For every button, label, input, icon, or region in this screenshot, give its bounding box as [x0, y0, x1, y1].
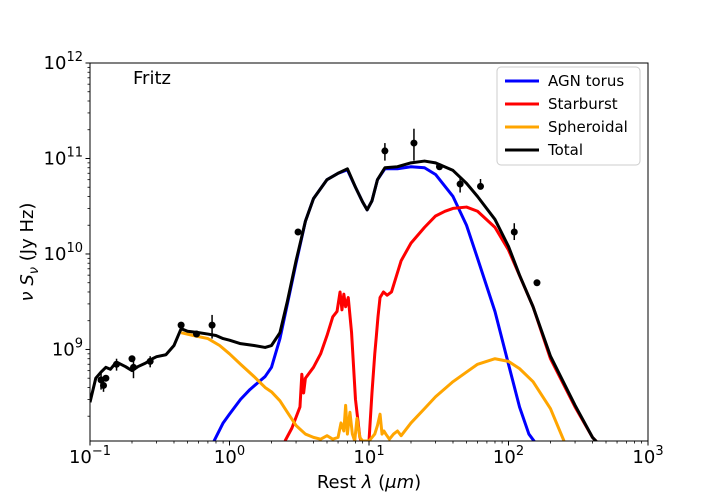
- observed-point: [100, 381, 108, 389]
- model-annotation: Fritz: [133, 68, 171, 89]
- legend-label-spheroidal: Spheroidal: [548, 118, 628, 136]
- y-tick-label: 1010: [44, 241, 83, 265]
- series-line-spheroidal: [180, 331, 566, 441]
- observed-point: [410, 139, 418, 147]
- observed-point: [533, 279, 541, 287]
- y-tick-label: 1012: [44, 50, 83, 74]
- observed-point: [456, 180, 464, 188]
- observed-point: [113, 360, 121, 368]
- x-axis-label: Rest λ (μm): [317, 472, 421, 493]
- series-line-starburst: [283, 205, 598, 441]
- legend-label-total: Total: [547, 141, 583, 159]
- observed-point: [128, 355, 136, 363]
- x-tick-label: 10−1: [69, 444, 111, 468]
- series-lines: [90, 159, 598, 441]
- observed-point: [102, 374, 110, 382]
- observed-point: [208, 321, 216, 329]
- observed-point: [129, 363, 137, 371]
- x-tick-label: 100: [214, 444, 245, 468]
- observed-point: [477, 182, 485, 190]
- x-tick-label: 101: [353, 444, 384, 468]
- y-tick-label: 1011: [44, 145, 83, 169]
- legend-box: [496, 66, 641, 166]
- observed-point: [146, 357, 154, 365]
- observed-point: [294, 228, 302, 236]
- x-tick-label: 102: [493, 444, 524, 468]
- observed-point: [192, 330, 200, 338]
- legend-label-starburst: Starburst: [548, 95, 618, 113]
- x-tick-label: 103: [632, 444, 663, 468]
- series-line-total: [90, 159, 598, 441]
- observed-point: [381, 147, 389, 155]
- observed-point: [435, 163, 443, 171]
- y-tick-label: 109: [52, 336, 83, 360]
- legend: AGN torus Starburst Spheroidal Total: [496, 66, 641, 166]
- observed-point: [177, 321, 185, 329]
- observed-points: [97, 128, 541, 392]
- y-axis-label: ν Sν (Jy Hz): [17, 203, 42, 302]
- legend-label-agn-torus: AGN torus: [548, 72, 624, 90]
- axis-ticks: 10−1 100 101 102 103 109 1010 1011 1012: [44, 50, 664, 468]
- observed-point: [510, 228, 518, 236]
